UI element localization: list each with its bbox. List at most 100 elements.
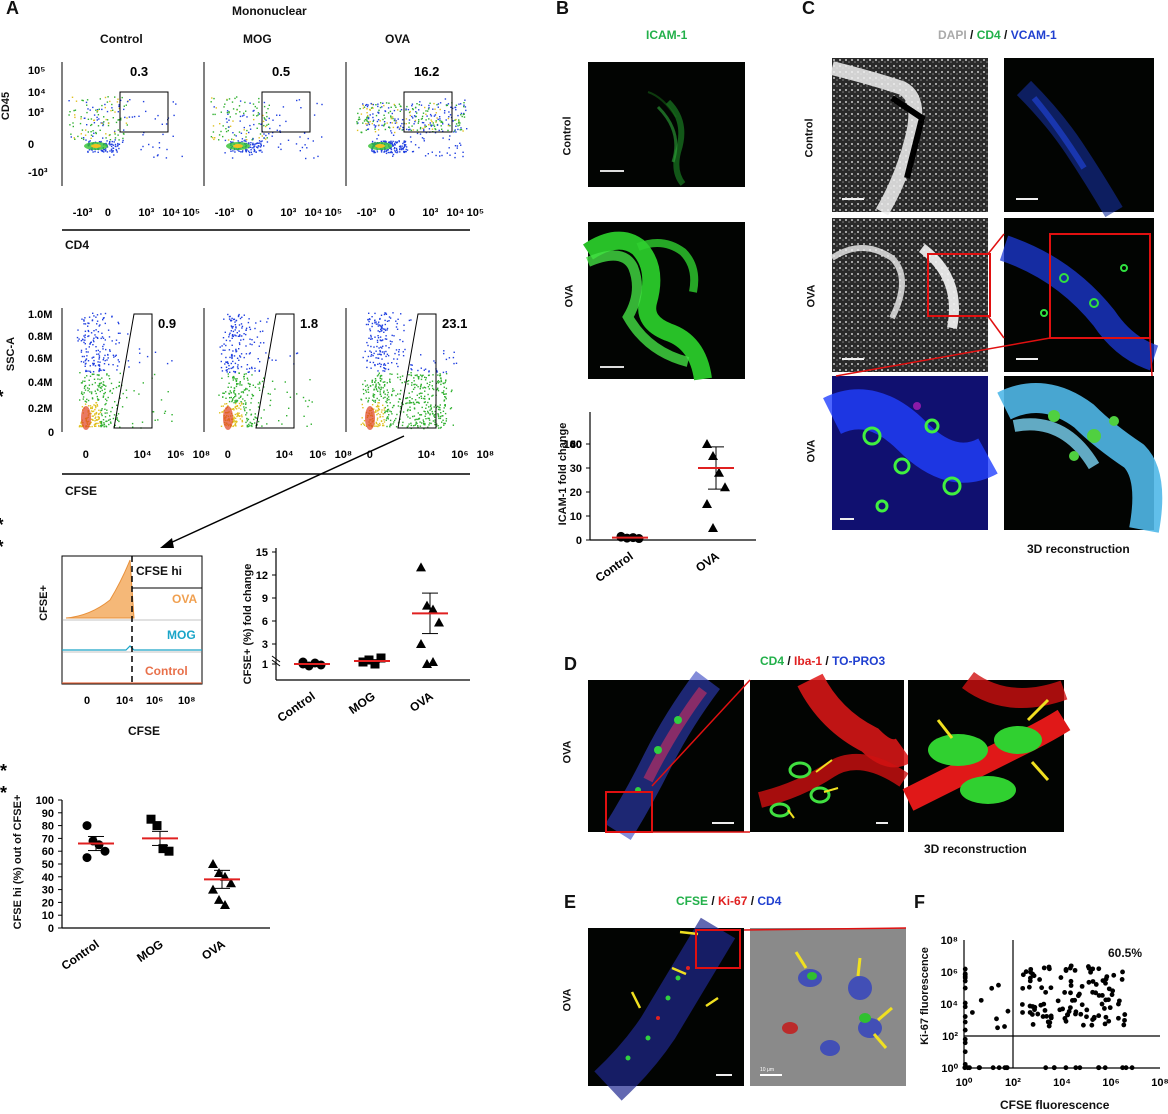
panel-f-label: F bbox=[914, 892, 925, 912]
flow-event bbox=[99, 386, 102, 389]
flow-event bbox=[80, 340, 83, 342]
flow-event bbox=[409, 128, 411, 131]
flow-event bbox=[457, 125, 459, 127]
flow-event bbox=[230, 325, 233, 327]
flow-event bbox=[97, 110, 99, 112]
flow-event bbox=[373, 396, 375, 398]
flow-event bbox=[239, 404, 242, 407]
flow-event bbox=[92, 371, 95, 373]
cd4-gate-pct: 16.2 bbox=[414, 64, 439, 79]
flow-event bbox=[265, 119, 267, 121]
flow-event bbox=[377, 402, 379, 404]
flow-event bbox=[245, 327, 248, 329]
flow-event bbox=[416, 401, 419, 403]
flow-event bbox=[392, 153, 395, 156]
flow-event bbox=[84, 360, 87, 362]
flow-event bbox=[419, 101, 421, 103]
flow-event bbox=[109, 350, 111, 352]
dotplot-y-tick: 3 bbox=[262, 639, 268, 651]
flow-event bbox=[378, 362, 381, 365]
cd45-y-tick: 10³ bbox=[28, 107, 44, 119]
flow-event bbox=[379, 416, 381, 418]
flow-event bbox=[106, 110, 109, 113]
flow-event bbox=[385, 345, 387, 347]
flow-event bbox=[407, 408, 409, 411]
flow-event bbox=[242, 391, 245, 394]
flow-event bbox=[119, 397, 121, 399]
flow-event bbox=[86, 104, 88, 106]
flow-event bbox=[240, 353, 243, 355]
flow-event bbox=[258, 140, 261, 142]
flow-event bbox=[252, 114, 255, 116]
flow-event bbox=[102, 137, 104, 139]
f-point bbox=[1020, 985, 1026, 991]
f-point bbox=[1040, 1014, 1046, 1019]
flow-event bbox=[372, 384, 374, 386]
f-point bbox=[1055, 998, 1061, 1004]
flow-event bbox=[381, 339, 383, 342]
flow-event bbox=[418, 376, 420, 378]
flow-event bbox=[454, 145, 457, 147]
flow-event bbox=[394, 122, 397, 124]
flow-event bbox=[388, 414, 390, 416]
flow-event bbox=[405, 146, 408, 148]
flow-event bbox=[88, 379, 90, 381]
flow-event bbox=[234, 324, 237, 326]
flow-event bbox=[267, 108, 269, 110]
flow-event bbox=[222, 125, 224, 127]
flow-event bbox=[369, 350, 371, 352]
f-point bbox=[1023, 969, 1029, 975]
flow-event bbox=[233, 387, 236, 389]
f-point bbox=[1122, 1012, 1128, 1017]
flow-event bbox=[410, 402, 413, 404]
flow-event bbox=[255, 417, 257, 419]
flow-event bbox=[445, 398, 447, 400]
flow-event bbox=[390, 116, 392, 118]
flow-event bbox=[94, 365, 97, 367]
flow-event bbox=[225, 366, 228, 368]
flow-event bbox=[371, 148, 373, 151]
flow-event bbox=[439, 404, 441, 406]
flow-event bbox=[447, 103, 450, 105]
flow-event bbox=[437, 118, 439, 121]
flow-event bbox=[224, 139, 227, 142]
f-point bbox=[1037, 977, 1043, 982]
flow-event bbox=[84, 343, 86, 345]
flow-event bbox=[389, 340, 392, 342]
flow-event bbox=[428, 398, 430, 400]
dotplot-y-tick: 9 bbox=[262, 593, 268, 605]
flow-event bbox=[448, 116, 450, 118]
flow-event bbox=[419, 425, 422, 427]
flow-event bbox=[240, 151, 242, 153]
flow-event bbox=[100, 409, 103, 411]
cd4-x-tick: -10³ bbox=[73, 207, 93, 219]
flow-event bbox=[88, 388, 90, 390]
flow-event bbox=[101, 377, 103, 379]
flow-event bbox=[308, 399, 310, 402]
flow-event bbox=[106, 412, 108, 414]
flow-event bbox=[156, 155, 159, 157]
flow-event bbox=[220, 405, 223, 407]
flow-event bbox=[412, 388, 415, 390]
flow-event bbox=[234, 406, 236, 408]
flow-event bbox=[377, 374, 380, 376]
flow-event bbox=[379, 365, 382, 368]
flow-event bbox=[386, 416, 389, 418]
flow-event bbox=[114, 355, 117, 357]
flow-event bbox=[362, 407, 364, 409]
flow-event bbox=[399, 393, 401, 395]
flow-event bbox=[242, 150, 244, 152]
flow-event bbox=[92, 415, 94, 417]
f-y-label: Ki-67 fluorescence bbox=[919, 947, 931, 1045]
flow-event bbox=[418, 418, 420, 420]
flow-event bbox=[379, 389, 382, 391]
f-y-tick: 10⁴ bbox=[940, 999, 958, 1011]
flow-event bbox=[416, 374, 418, 376]
c-3d-caption: 3D reconstruction bbox=[1027, 542, 1130, 556]
flow-event bbox=[233, 417, 235, 419]
flow-event bbox=[307, 405, 309, 408]
flow-event bbox=[381, 358, 383, 360]
flow-event bbox=[371, 325, 373, 328]
flow-event bbox=[321, 103, 323, 106]
